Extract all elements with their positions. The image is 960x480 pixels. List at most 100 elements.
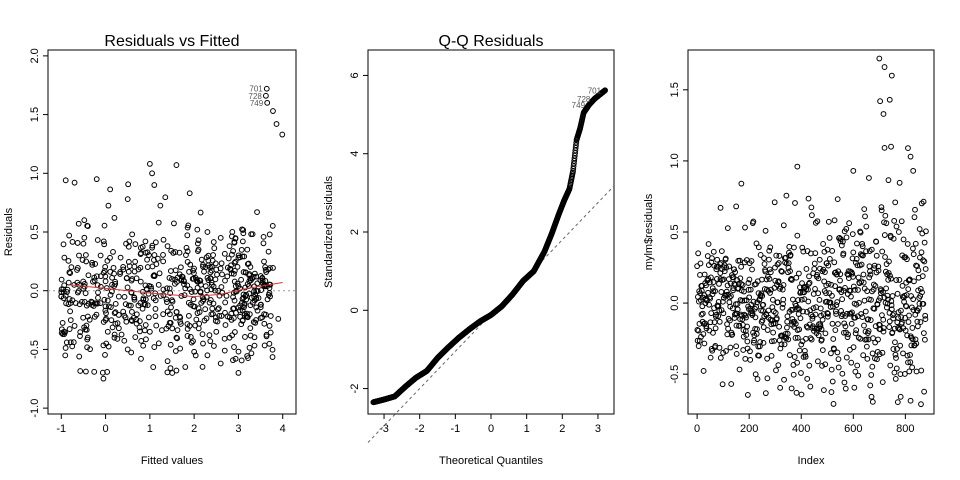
data-point	[247, 332, 254, 339]
data-point	[747, 356, 754, 363]
data-point	[252, 291, 259, 298]
data-point	[726, 263, 733, 270]
data-point	[880, 111, 887, 117]
data-point	[739, 282, 746, 288]
data-point	[105, 303, 112, 310]
data-point	[254, 280, 261, 287]
data-point	[167, 341, 174, 348]
data-point	[886, 318, 893, 325]
data-point	[251, 342, 258, 349]
point-label: 728	[249, 92, 263, 101]
data-point	[788, 385, 795, 392]
data-point	[892, 351, 899, 358]
data-point	[173, 309, 180, 316]
data-point	[194, 226, 201, 233]
data-point	[762, 390, 769, 397]
data-point	[780, 282, 787, 288]
data-point	[887, 272, 893, 279]
data-point	[207, 338, 214, 345]
data-point	[859, 240, 866, 247]
data-point	[196, 309, 203, 315]
data-point	[103, 340, 110, 347]
data-point	[203, 294, 210, 300]
data-point	[213, 266, 220, 273]
data-point	[879, 379, 886, 386]
data-point	[777, 384, 784, 391]
data-point	[803, 335, 809, 342]
data-point	[828, 389, 835, 395]
data-point	[716, 318, 723, 325]
data-point	[151, 182, 158, 188]
data-point	[66, 269, 73, 276]
y-tick-label: 1.0	[669, 153, 681, 168]
data-point	[120, 264, 127, 270]
data-point	[812, 219, 819, 226]
data-point	[743, 314, 749, 321]
data-point	[767, 269, 774, 276]
data-point	[185, 312, 192, 319]
data-point	[164, 285, 170, 292]
data-point	[785, 336, 792, 343]
data-point	[915, 267, 922, 274]
data-point	[834, 196, 841, 203]
data-point	[234, 263, 241, 270]
data-point	[708, 310, 715, 317]
data-point	[95, 289, 101, 296]
data-point	[241, 302, 248, 308]
data-point	[66, 232, 73, 239]
data-point	[109, 324, 116, 331]
data-point	[864, 355, 871, 362]
data-point	[110, 264, 117, 271]
data-point	[767, 244, 774, 251]
data-point	[167, 268, 174, 274]
data-point	[112, 278, 119, 285]
data-point	[117, 254, 124, 261]
data-point	[913, 340, 920, 347]
y-tick-label: 1.0	[29, 166, 41, 181]
point-label: 749	[572, 101, 586, 110]
data-point	[177, 321, 184, 327]
x-tick-label: 400	[792, 423, 810, 435]
data-point	[207, 297, 214, 303]
data-point	[131, 268, 138, 275]
data-point	[781, 376, 787, 383]
x-tick-label: 0	[694, 423, 700, 435]
data-point	[172, 267, 179, 274]
data-point	[257, 301, 264, 308]
data-point	[263, 333, 270, 340]
data-point	[921, 388, 928, 395]
data-point	[244, 281, 251, 287]
data-point	[227, 266, 234, 273]
data-point	[763, 286, 770, 293]
data-point	[187, 261, 194, 268]
data-point	[863, 343, 870, 350]
data-point	[892, 199, 899, 206]
data-point	[798, 296, 805, 303]
data-point	[744, 392, 751, 398]
data-point	[862, 213, 868, 220]
data-point	[832, 327, 839, 334]
data-point	[248, 350, 255, 357]
data-point	[896, 325, 903, 332]
data-point	[192, 352, 199, 359]
data-point	[794, 334, 801, 341]
data-point	[65, 279, 72, 286]
data-point	[77, 329, 84, 335]
data-point	[136, 324, 143, 331]
data-point	[917, 319, 924, 325]
data-point	[800, 308, 806, 315]
data-point	[863, 248, 869, 255]
data-point	[815, 275, 822, 282]
data-point	[825, 218, 832, 225]
data-point	[195, 305, 202, 312]
data-point	[247, 275, 254, 282]
data-point	[888, 72, 895, 79]
data-point	[82, 252, 89, 258]
data-point	[775, 260, 782, 266]
data-point	[238, 276, 244, 283]
data-point	[209, 305, 216, 312]
data-point	[775, 278, 782, 285]
data-point	[911, 278, 917, 285]
